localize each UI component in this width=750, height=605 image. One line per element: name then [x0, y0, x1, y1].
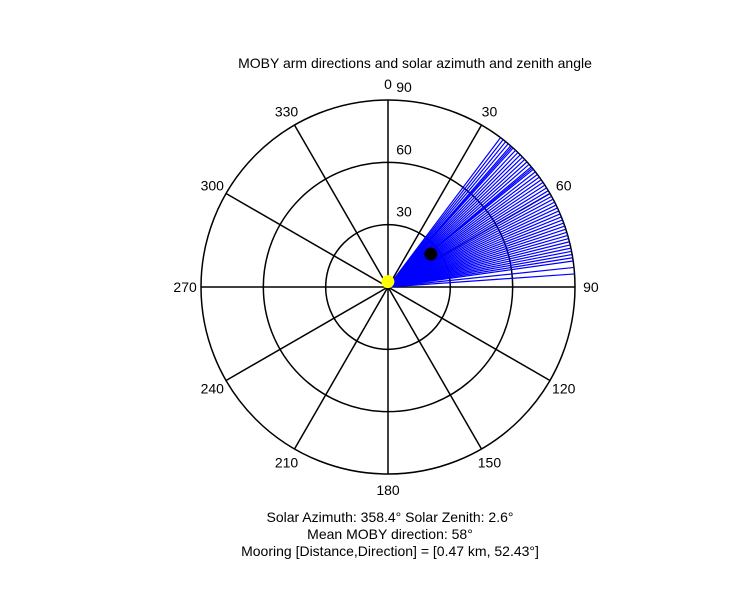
moby-arm-rays [387, 137, 575, 288]
angle-tick-label: 210 [275, 455, 299, 471]
grid-circle [200, 99, 576, 475]
moby-arm-ray [387, 273, 575, 288]
chart-title: MOBY arm directions and solar azimuth an… [238, 55, 592, 71]
mooring-direction-point [424, 247, 438, 261]
radial-tick-label: 90 [396, 79, 412, 95]
grid-circle [324, 223, 452, 351]
moby-arm-ray [387, 260, 574, 288]
angle-tick-label: 240 [201, 380, 225, 396]
sun-position-point [381, 275, 395, 289]
angle-tick-label: 60 [556, 178, 572, 194]
angle-tick-label: 180 [376, 482, 400, 498]
moby-arm-ray [387, 266, 575, 288]
angle-tick-label: 300 [201, 178, 225, 194]
angle-tick-label: 330 [275, 103, 299, 119]
tick-labels: 0 30 60 90 120 150 180 210 240 270 300 330 30 60 90 [173, 76, 598, 498]
solar-info-label: Solar Azimuth: 358.4° Solar Zenith: 2.6° [266, 509, 514, 525]
radial-tick-label: 30 [396, 204, 412, 220]
angle-tick-label: 30 [482, 103, 498, 119]
grid-circle [262, 161, 514, 413]
mean-moby-direction-label: Mean MOBY direction: 58° [307, 526, 473, 542]
angle-tick-label: 120 [552, 380, 576, 396]
angle-tick-label: 90 [583, 279, 599, 295]
angle-tick-label: 0 [384, 76, 392, 92]
mooring-info-label: Mooring [Distance,Direction] = [0.47 km,… [241, 543, 539, 559]
markers [381, 247, 438, 289]
radial-tick-label: 60 [396, 141, 412, 157]
angle-tick-label: 270 [173, 279, 197, 295]
angle-tick-label: 150 [478, 455, 502, 471]
